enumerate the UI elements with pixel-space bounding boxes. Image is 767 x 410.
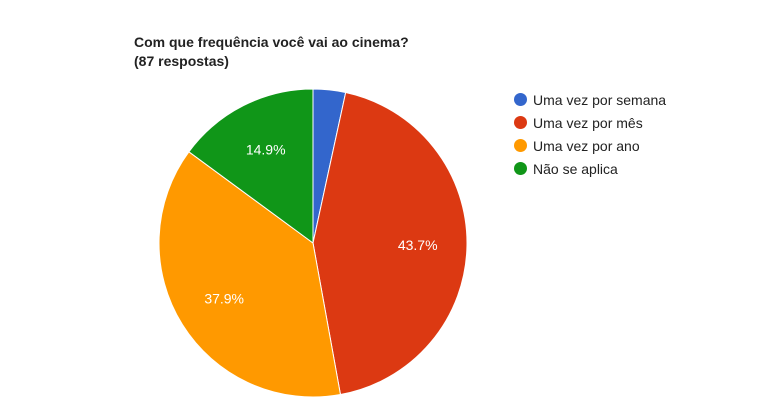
slice-label-2: 37.9% [204, 290, 244, 306]
chart-subtitle: (87 respostas) [134, 53, 229, 69]
legend-label: Uma vez por ano [533, 137, 640, 154]
pie-slice-3[interactable] [188, 88, 314, 244]
legend-item-0[interactable]: Uma vez por semana [514, 88, 666, 111]
legend-item-3[interactable]: Não se aplica [514, 157, 666, 180]
legend-swatch-icon [514, 116, 527, 129]
slice-label-1: 43.7% [398, 237, 438, 253]
chart-title-block: Com que frequência você vai ao cinema? (… [134, 33, 409, 71]
legend-swatch-icon [514, 162, 527, 175]
slice-label-3: 14.9% [246, 142, 286, 158]
chart-legend: Uma vez por semana Uma vez por mês Uma vez… [514, 88, 666, 180]
legend-label: Uma vez por mês [533, 114, 643, 131]
legend-item-1[interactable]: Uma vez por mês [514, 111, 666, 134]
pie-slice-1[interactable] [312, 91, 468, 396]
legend-item-2[interactable]: Uma vez por ano [514, 134, 666, 157]
legend-label: Uma vez por semana [533, 91, 667, 108]
pie-slice-2[interactable] [158, 151, 342, 398]
legend-swatch-icon [514, 93, 527, 106]
legend-swatch-icon [514, 139, 527, 152]
legend-label: Não se aplica [533, 160, 618, 177]
chart-title: Com que frequência você vai ao cinema? [134, 34, 409, 50]
